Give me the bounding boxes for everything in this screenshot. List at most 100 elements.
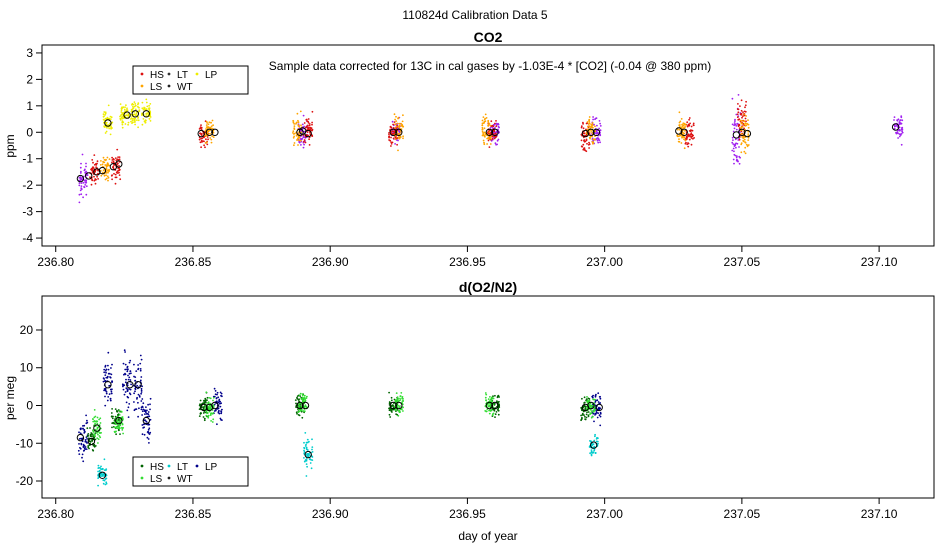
co2-point-hs <box>487 139 490 142</box>
co2-point-hs <box>495 125 498 128</box>
o2n2-point-hs <box>111 417 114 420</box>
co2-point-ls <box>484 117 487 120</box>
co2-point-group1 <box>897 118 900 121</box>
co2-point-lp <box>130 120 132 123</box>
o2n2-point-ls <box>209 397 212 400</box>
co2-point-ls <box>746 122 748 125</box>
o2n2-point-ls <box>115 426 118 429</box>
co2-point-ls <box>747 123 750 126</box>
o2n2-point-lt <box>100 465 102 468</box>
co2-point-group1 <box>738 162 741 165</box>
o2n2-point-ls <box>207 402 209 404</box>
co2-point-group1 <box>735 125 738 127</box>
co2-point-group1 <box>85 162 87 165</box>
o2n2-point-hs <box>584 415 586 418</box>
co2-point-ls <box>300 124 302 127</box>
co2-point-group1 <box>596 124 598 127</box>
o2n2-point-lp <box>145 411 147 414</box>
o2n2-point-hs <box>494 413 497 416</box>
o2n2-point-lp <box>140 376 143 378</box>
o2n2-point-lp <box>219 405 222 408</box>
o2n2-point-hs <box>295 402 297 405</box>
co2-point-group1 <box>599 134 602 137</box>
co2-point-group1 <box>734 123 736 126</box>
o2n2-point-lp <box>133 392 136 395</box>
o2n2-point-hs <box>580 406 583 409</box>
co2-point-lp <box>120 107 123 110</box>
co2-point-ls <box>297 121 300 124</box>
co2-point-lp <box>104 117 107 120</box>
o2n2-point-lp <box>124 351 126 353</box>
co2-point-lp <box>121 123 124 126</box>
co2-point-lp <box>126 109 129 112</box>
co2-point-hs <box>689 122 691 125</box>
o2n2-point-ls <box>491 400 494 403</box>
o2n2-point-ls <box>590 416 593 419</box>
o2n2-point-lt <box>305 441 308 444</box>
co2-point-group1 <box>85 181 88 184</box>
co2-legend-wt-marker <box>167 84 171 88</box>
co2-point-hs <box>585 133 588 136</box>
co2-point-ls <box>588 119 590 122</box>
o2n2-point-ls <box>115 430 117 433</box>
co2-point-hs <box>583 147 585 150</box>
o2n2-point-ls <box>588 405 591 408</box>
co2-point-lp <box>125 114 128 117</box>
o2n2-mean-marker <box>587 401 595 410</box>
co2-point-lp <box>145 98 148 101</box>
o2n2-point-hs <box>93 443 96 446</box>
o2n2-point-lp <box>597 401 600 403</box>
co2-point-hs <box>736 113 739 116</box>
o2n2-point-lp <box>84 439 87 441</box>
o2n2-point-lp <box>148 423 151 426</box>
co2-point-lp <box>136 119 138 121</box>
co2-point-hs <box>495 120 497 122</box>
co2-point-hs <box>491 124 494 127</box>
o2n2-point-ls <box>485 393 488 396</box>
co2-point-group1 <box>84 184 87 186</box>
o2n2-point-lp <box>137 401 139 404</box>
o2n2-y-tick-label: -20 <box>16 474 34 488</box>
co2-point-group1 <box>734 138 737 141</box>
o2n2-point-ls <box>399 395 402 397</box>
co2-point-hs <box>494 136 497 139</box>
o2n2-point-lp <box>124 368 127 371</box>
co2-point-hs <box>388 139 390 141</box>
co2-point-group1 <box>734 120 736 122</box>
o2n2-point-ls <box>394 408 397 411</box>
co2-point-lp <box>137 119 140 122</box>
co2-point-group1 <box>80 193 83 196</box>
co2-point-hs <box>111 156 113 159</box>
co2-point-ls <box>744 146 747 149</box>
co2-point-hs <box>199 126 202 128</box>
co2-point-hs <box>112 167 115 169</box>
co2-point-hs <box>308 123 311 125</box>
o2n2-point-ls <box>592 410 595 413</box>
o2n2-point-ls <box>489 404 492 407</box>
co2-point-hs <box>118 165 120 167</box>
co2-point-group1 <box>733 144 736 147</box>
co2-point-group1 <box>900 116 903 119</box>
o2n2-point-ls <box>208 397 211 399</box>
co2-point-group1 <box>597 138 600 141</box>
o2n2-point-ls <box>99 436 102 439</box>
o2n2-point-lp <box>141 424 144 426</box>
o2n2-point-lp <box>104 369 107 372</box>
co2-y-tick-label: 2 <box>26 72 33 86</box>
co2-point-hs <box>742 115 744 117</box>
o2n2-point-lp <box>79 447 82 450</box>
co2-point-ls <box>99 164 102 166</box>
co2-point-group1 <box>599 129 602 132</box>
co2-point-ls <box>747 133 750 136</box>
o2n2-point-lp <box>149 418 152 421</box>
o2n2-point-lp <box>83 424 86 427</box>
co2-mean-marker <box>485 128 494 137</box>
o2n2-point-ls <box>212 406 215 409</box>
o2n2-point-hs <box>498 396 500 398</box>
co2-point-hs <box>93 179 96 182</box>
co2-point-ls <box>744 124 747 127</box>
co2-point-ls <box>591 126 594 129</box>
o2n2-point-ls <box>99 417 102 420</box>
co2-point-ls <box>740 142 743 145</box>
